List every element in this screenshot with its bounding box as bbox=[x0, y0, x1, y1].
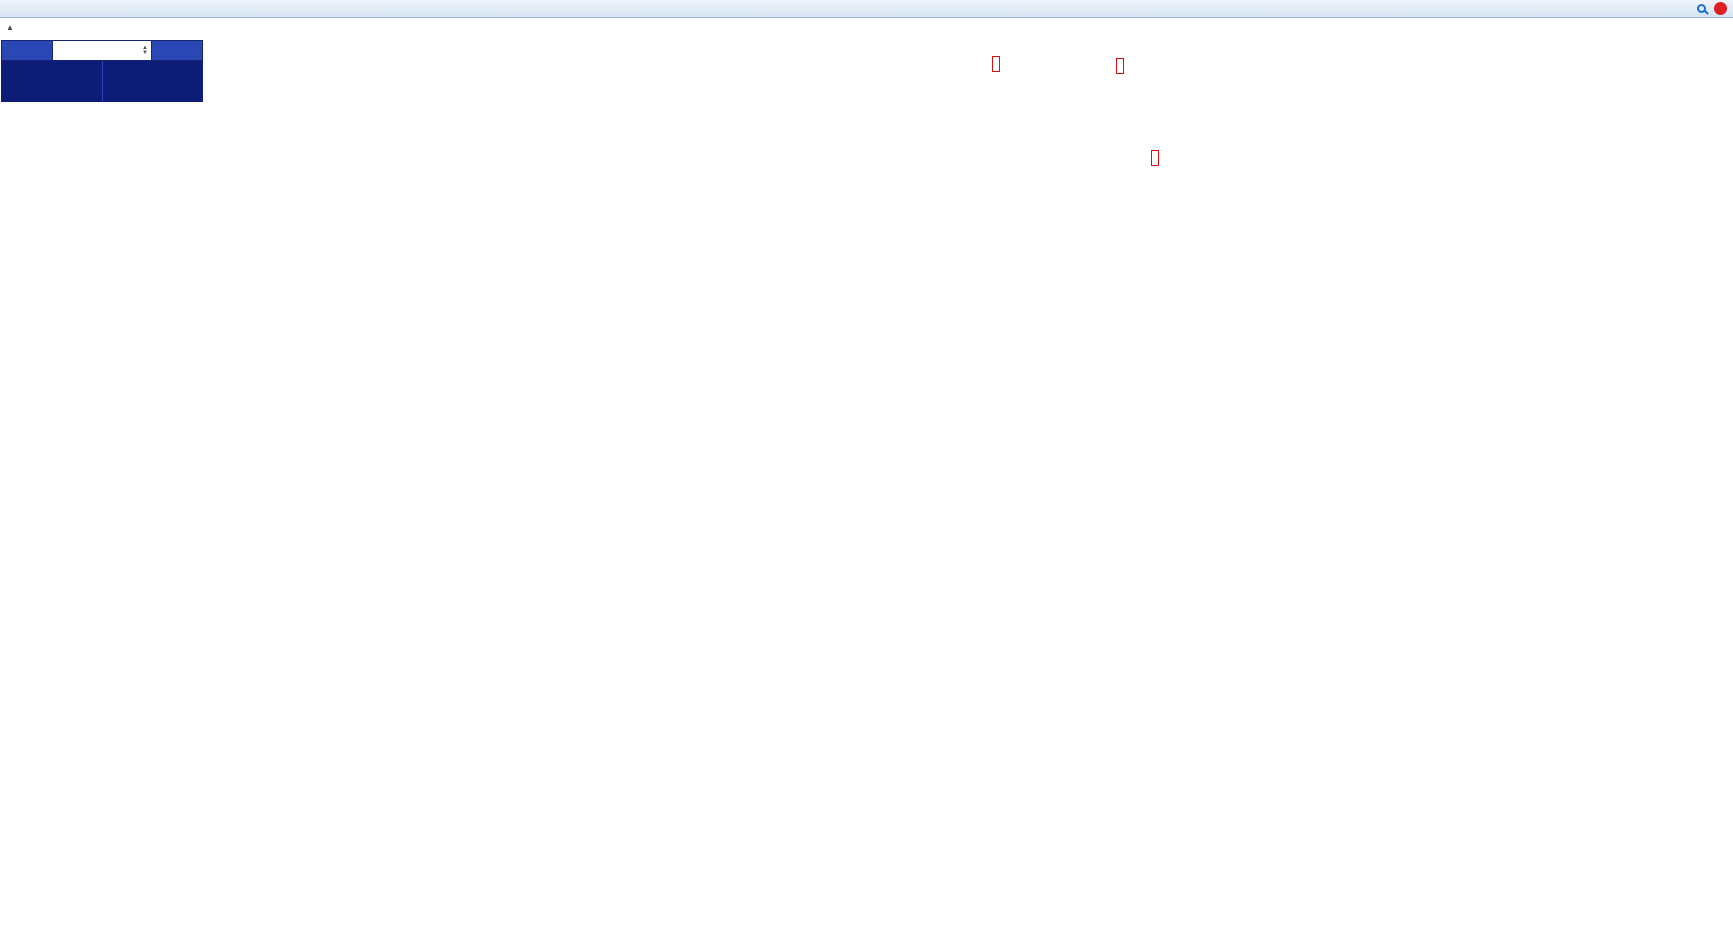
lot-size-input[interactable]: ▲ ▼ bbox=[53, 40, 151, 61]
one-click-trading-panel: ▲ ▼ bbox=[1, 40, 203, 102]
buy-price[interactable] bbox=[103, 61, 204, 102]
price-annotation-box[interactable] bbox=[1116, 58, 1124, 74]
symbol-info-line: ▲ bbox=[6, 21, 25, 33]
lot-spinner-icon[interactable]: ▲ ▼ bbox=[142, 44, 148, 56]
search-icon[interactable] bbox=[1697, 4, 1706, 13]
buy-button[interactable] bbox=[151, 40, 203, 61]
rsi-indicator-label bbox=[6, 682, 11, 693]
symbol-triangle-icon: ▲ bbox=[6, 23, 14, 32]
price-annotation-box[interactable] bbox=[992, 56, 1000, 72]
notification-badge[interactable] bbox=[1714, 2, 1727, 15]
main-toolbar bbox=[0, 0, 1733, 18]
toolbar-right bbox=[1697, 2, 1729, 15]
sell-price[interactable] bbox=[1, 61, 102, 102]
sell-button[interactable] bbox=[1, 40, 53, 61]
macd-indicator-label bbox=[6, 531, 16, 542]
price-annotation-box[interactable] bbox=[1151, 150, 1159, 166]
price-divider bbox=[101, 61, 103, 102]
